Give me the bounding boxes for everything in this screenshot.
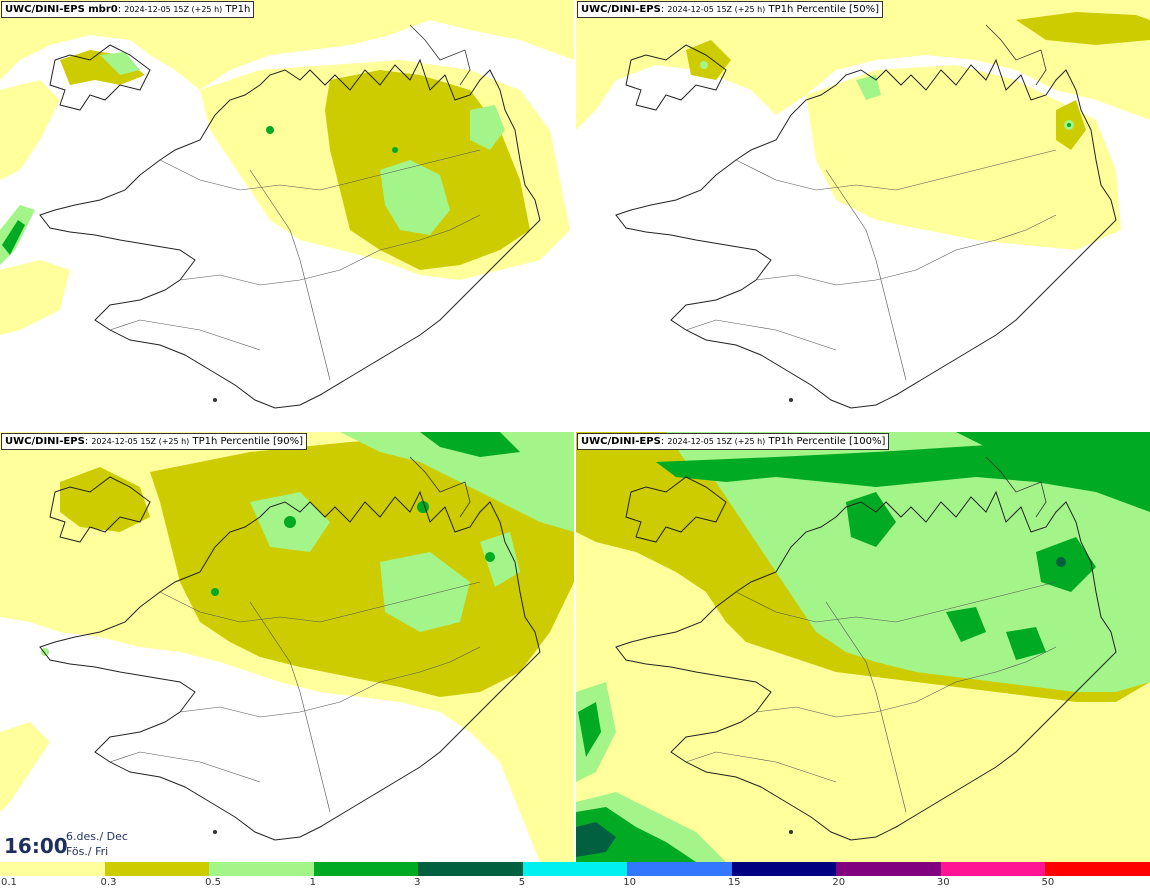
legend-tick-label: 15 bbox=[727, 877, 741, 888]
map-panel-p90: UWC/DINI-EPS: 2024-12-05 15Z (+25 h) TP1… bbox=[0, 432, 574, 862]
legend-tick-label: 50 bbox=[1041, 877, 1055, 888]
legend-tick-label: 3 bbox=[414, 877, 421, 888]
map-panel-p100: UWC/DINI-EPS: 2024-12-05 15Z (+25 h) TP1… bbox=[576, 432, 1150, 862]
legend-swatch bbox=[627, 862, 732, 876]
legend-swatch bbox=[522, 862, 628, 876]
precip-map bbox=[576, 0, 1150, 430]
valid-date: 6.des./ Dec bbox=[66, 830, 128, 843]
model-name: UWC/DINI-EPS bbox=[5, 436, 85, 447]
legend-swatch bbox=[209, 862, 314, 876]
legend-tick-label: 1 bbox=[309, 877, 316, 888]
legend-swatch bbox=[940, 862, 1046, 876]
panel-label: UWC/DINI-EPS: 2024-12-05 15Z (+25 h) TP1… bbox=[1, 433, 308, 450]
precip-map bbox=[0, 432, 574, 862]
panel-label: UWC/DINI-EPS mbr0: 2024-12-05 15Z (+25 h… bbox=[1, 1, 255, 18]
valid-time-box: 16:00 6.des./ Dec Fös./ Fri bbox=[0, 826, 132, 862]
legend-tick-label: 20 bbox=[832, 877, 846, 888]
valid-day: Fös./ Fri bbox=[66, 845, 109, 858]
legend-tick-label: 5 bbox=[518, 877, 526, 888]
legend-swatch bbox=[0, 862, 105, 876]
run-timestamp: 2024-12-05 15Z (+25 h) bbox=[667, 5, 766, 14]
field-name: TP1h Percentile [100%] bbox=[768, 436, 886, 447]
valid-time: 16:00 bbox=[4, 834, 68, 858]
panel-divider-horizontal bbox=[0, 430, 1150, 432]
map-panel-p50: UWC/DINI-EPS: 2024-12-05 15Z (+25 h) TP1… bbox=[576, 0, 1150, 430]
field-name: TP1h Percentile [50%] bbox=[768, 4, 880, 15]
legend-swatch bbox=[313, 862, 419, 876]
model-name: UWC/DINI-EPS mbr0 bbox=[5, 4, 118, 15]
precip-map bbox=[576, 432, 1150, 862]
legend-swatch bbox=[418, 862, 523, 876]
field-name: TP1h Percentile [90%] bbox=[192, 436, 304, 447]
run-timestamp: 2024-12-05 15Z (+25 h) bbox=[667, 437, 766, 446]
map-panel-mbr0: UWC/DINI-EPS mbr0: 2024-12-05 15Z (+25 h… bbox=[0, 0, 574, 430]
legend-swatch bbox=[1045, 862, 1150, 876]
model-name: UWC/DINI-EPS bbox=[581, 4, 661, 15]
run-timestamp: 2024-12-05 15Z (+25 h) bbox=[91, 437, 190, 446]
legend-tick-label: 0.5 bbox=[205, 877, 221, 888]
legend-swatch bbox=[836, 862, 941, 876]
legend-tick-label: 0.1 bbox=[1, 877, 17, 888]
legend-swatch bbox=[104, 862, 210, 876]
legend-swatch bbox=[731, 862, 837, 876]
color-legend: 0.1 0.3 0.5 1 3 5 10 15 20 30 50 bbox=[0, 862, 1150, 891]
panel-label: UWC/DINI-EPS: 2024-12-05 15Z (+25 h) TP1… bbox=[577, 433, 890, 450]
run-timestamp: 2024-12-05 15Z (+25 h) bbox=[124, 5, 223, 14]
panel-label: UWC/DINI-EPS: 2024-12-05 15Z (+25 h) TP1… bbox=[577, 1, 884, 18]
model-name: UWC/DINI-EPS bbox=[581, 436, 661, 447]
legend-tick-label: 0.3 bbox=[100, 877, 117, 888]
legend-tick-label: 10 bbox=[623, 877, 636, 888]
precip-map bbox=[0, 0, 574, 430]
legend-tick-label: 30 bbox=[936, 877, 950, 888]
legend-color-bar bbox=[0, 862, 1150, 876]
field-name: TP1h bbox=[225, 4, 251, 15]
